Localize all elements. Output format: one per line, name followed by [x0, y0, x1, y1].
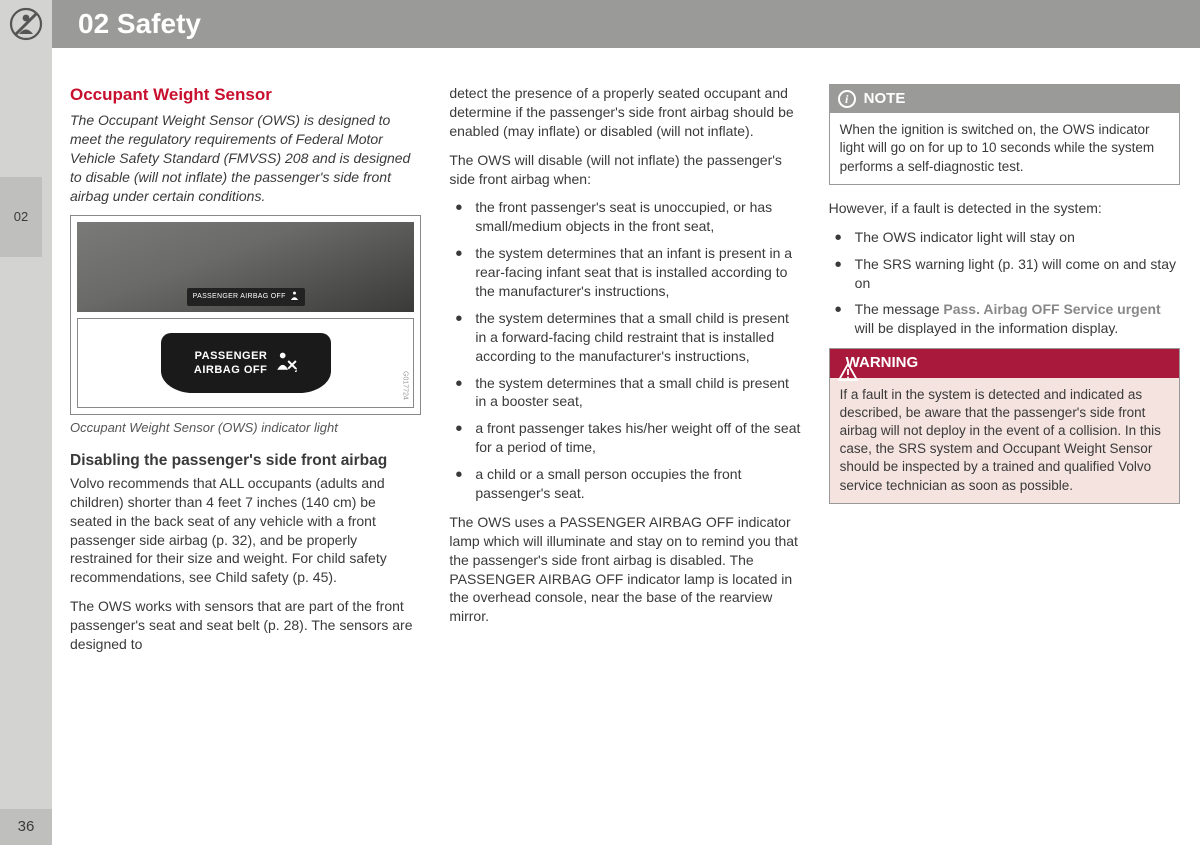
bullet3-link: Pass. Airbag OFF Service urgent: [943, 301, 1160, 317]
info-icon: i: [838, 90, 856, 108]
left-gutter: [0, 48, 52, 845]
subheading: Disabling the passenger's side front air…: [70, 451, 421, 472]
col2-para3: The OWS uses a PASSENGER AIRBAG OFF indi…: [449, 513, 800, 626]
warning-body: If a fault in the system is detected and…: [830, 378, 1179, 503]
figure-ows-indicator: PASSENGER AIRBAG OFF PASSENGER AIRBAG OF…: [70, 215, 421, 415]
list-item: a front passenger takes his/her weight o…: [449, 419, 800, 457]
col2-para1: detect the presence of a properly seated…: [449, 84, 800, 141]
list-item: The SRS warning light (p. 31) will come …: [829, 255, 1180, 293]
note-title: NOTE: [864, 89, 906, 109]
content-area: Occupant Weight Sensor The Occupant Weig…: [70, 84, 1180, 664]
figure-code: G017724: [400, 371, 409, 400]
column-2: detect the presence of a properly seated…: [449, 84, 800, 664]
label-line1: PASSENGER: [194, 349, 267, 364]
warning-header: WARNING: [830, 349, 1179, 377]
section-title: Occupant Weight Sensor: [70, 84, 421, 107]
column-1: Occupant Weight Sensor The Occupant Weig…: [70, 84, 421, 664]
figure-photo: PASSENGER AIRBAG OFF: [77, 222, 414, 312]
col2-para2: The OWS will disable (will not inflate) …: [449, 151, 800, 189]
list-item: the system determines that a small child…: [449, 309, 800, 366]
person-x-icon: 2: [275, 350, 297, 377]
airbag-chip: PASSENGER AIRBAG OFF: [187, 288, 305, 306]
list-item: the system determines that a small child…: [449, 374, 800, 412]
chapter-title: 02 Safety: [78, 5, 201, 43]
col1-para2: The OWS works with sensors that are part…: [70, 597, 421, 654]
person-icon: [290, 291, 299, 303]
column-3: i NOTE When the ignition is switched on,…: [829, 84, 1180, 664]
note-header: i NOTE: [830, 85, 1179, 113]
page-number: 36: [0, 809, 52, 845]
svg-text:2: 2: [295, 368, 297, 372]
airbag-off-label: PASSENGER AIRBAG OFF 2: [161, 333, 331, 393]
col1-para1: Volvo recommends that ALL occupants (adu…: [70, 474, 421, 587]
intro-paragraph: The Occupant Weight Sensor (OWS) is desi…: [70, 111, 421, 205]
note-box: i NOTE When the ignition is switched on,…: [829, 84, 1180, 185]
airbag-chip-text: PASSENGER AIRBAG OFF: [193, 292, 286, 301]
bullet3-post: will be displayed in the information dis…: [855, 320, 1119, 336]
figure-caption: Occupant Weight Sensor (OWS) indicator l…: [70, 419, 421, 437]
chapter-side-tab: 02: [0, 177, 42, 257]
list-item: the front passenger's seat is unoccupied…: [449, 198, 800, 236]
list-item: The OWS indicator light will stay on: [829, 228, 1180, 247]
list-item: the system determines that an infant is …: [449, 244, 800, 301]
disable-conditions-list: the front passenger's seat is unoccupied…: [449, 198, 800, 502]
label-line2: AIRBAG OFF: [194, 363, 267, 378]
chapter-icon-box: [0, 0, 52, 48]
fault-list: The OWS indicator light will stay on The…: [829, 228, 1180, 338]
bullet3-pre: The message: [855, 301, 944, 317]
warning-box: WARNING If a fault in the system is dete…: [829, 348, 1180, 504]
figure-inset: PASSENGER AIRBAG OFF 2 G017724: [77, 318, 414, 408]
list-item: a child or a small person occupies the f…: [449, 465, 800, 503]
list-item: The message Pass. Airbag OFF Service urg…: [829, 300, 1180, 338]
seatbelt-icon: [9, 7, 43, 41]
chapter-header: 02 Safety: [52, 0, 1200, 48]
note-body: When the ignition is switched on, the OW…: [830, 113, 1179, 184]
col3-para1: However, if a fault is detected in the s…: [829, 199, 1180, 218]
